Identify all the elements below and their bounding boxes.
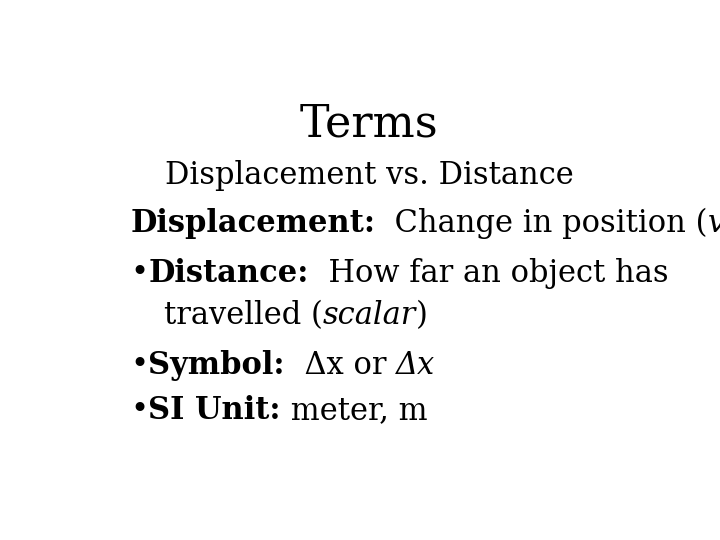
Text: travelled (: travelled ( xyxy=(163,300,323,330)
Text: •: • xyxy=(130,258,148,289)
Text: vector: vector xyxy=(708,208,720,239)
Text: Displacement vs. Distance: Displacement vs. Distance xyxy=(165,160,573,192)
Text: Symbol:: Symbol: xyxy=(148,349,284,381)
Text: Terms: Terms xyxy=(300,102,438,145)
Text: meter, m: meter, m xyxy=(281,395,428,427)
Text: Distance:: Distance: xyxy=(148,258,309,289)
Text: •: • xyxy=(130,395,148,427)
Text: Δx: Δx xyxy=(396,349,436,381)
Text: Δx or: Δx or xyxy=(284,349,396,381)
Text: SI Unit:: SI Unit: xyxy=(148,395,281,427)
Text: Change in position (: Change in position ( xyxy=(375,208,708,239)
Text: ): ) xyxy=(416,300,428,330)
Text: •: • xyxy=(130,349,148,381)
Text: How far an object has: How far an object has xyxy=(309,258,668,289)
Text: Displacement:: Displacement: xyxy=(130,208,375,239)
Text: scalar: scalar xyxy=(323,300,416,330)
